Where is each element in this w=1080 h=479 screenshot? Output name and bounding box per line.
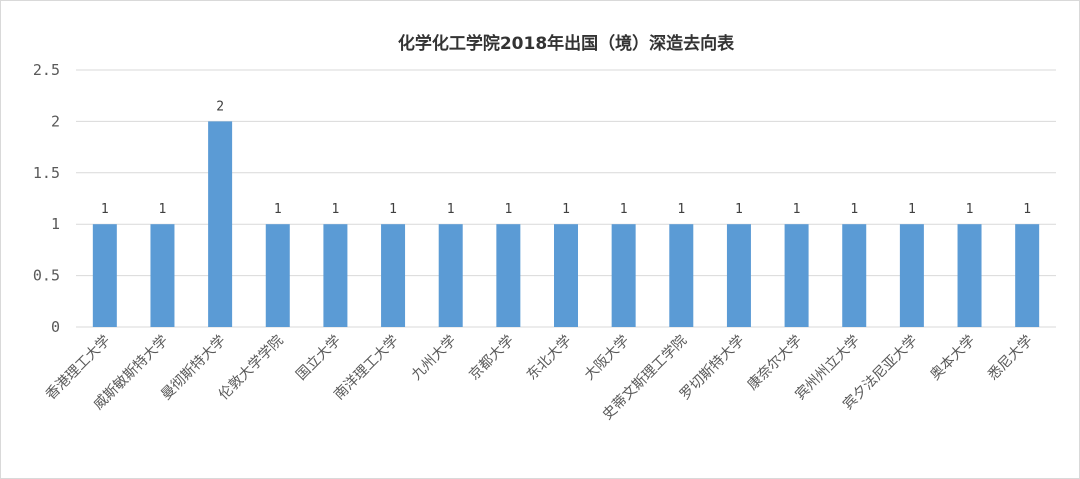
data-label: 1 <box>793 202 801 217</box>
chart-title: 化学化工学院2018年出国（境）深造去向表 <box>398 33 735 54</box>
data-label: 1 <box>504 202 512 217</box>
bar <box>554 224 578 327</box>
y-tick-label: 1.5 <box>33 164 60 182</box>
data-label: 1 <box>966 202 974 217</box>
x-tick-label: 奥本大学 <box>927 332 979 384</box>
bar <box>265 224 290 327</box>
y-tick-label: 0.5 <box>33 267 60 285</box>
y-axis-ticks: 0 0.5 1 1.5 2 2.5 <box>33 61 60 336</box>
gridlines <box>76 69 1056 328</box>
x-tick-label: 九州大学 <box>409 333 460 384</box>
bars <box>92 121 1040 328</box>
bar <box>323 224 348 327</box>
data-label: 1 <box>274 202 282 217</box>
bar <box>899 224 924 327</box>
bar <box>726 224 751 327</box>
x-tick-label: 东北大学 <box>524 333 575 384</box>
bar <box>842 224 867 327</box>
data-labels: 1 1 2 1 1 1 1 1 1 1 1 1 1 1 1 1 1 <box>101 99 1031 217</box>
data-label: 1 <box>735 202 743 217</box>
data-label: 1 <box>620 202 628 217</box>
data-label: 1 <box>908 202 916 217</box>
data-label: 1 <box>1023 202 1031 217</box>
y-tick-label: 2 <box>51 112 60 130</box>
x-tick-label: 京都大学 <box>466 333 517 384</box>
bar <box>1015 224 1040 327</box>
data-label: 1 <box>159 202 167 217</box>
data-label: 1 <box>331 202 339 217</box>
data-label: 1 <box>101 202 109 217</box>
x-tick-label: 悉尼大学 <box>985 333 1036 384</box>
y-tick-label: 0 <box>51 318 60 336</box>
x-axis-ticks: 香港理工大学威斯敏斯特大学曼彻斯特大学伦敦大学学院 国立大学南洋理工大学 九州大学京… <box>43 332 1036 423</box>
data-label: 1 <box>562 202 570 217</box>
x-tick-label: 大阪大学 <box>582 333 633 384</box>
bar <box>381 224 406 327</box>
bar <box>438 224 463 327</box>
data-label: 1 <box>677 202 685 217</box>
data-label: 1 <box>850 202 858 217</box>
bar <box>208 121 233 328</box>
bar <box>611 224 636 327</box>
bar <box>496 224 521 327</box>
x-tick-label: 康奈尔大学 <box>744 332 806 394</box>
data-label: 1 <box>447 202 455 217</box>
bar <box>784 224 809 327</box>
x-tick-label: 国立大学 <box>293 333 344 384</box>
data-label: 2 <box>216 99 224 114</box>
bar <box>669 224 694 327</box>
y-tick-label: 1 <box>51 215 60 233</box>
bar <box>92 224 117 327</box>
y-tick-label: 2.5 <box>33 61 60 79</box>
bar <box>150 224 175 327</box>
bar <box>957 224 982 327</box>
data-label: 1 <box>389 202 397 217</box>
